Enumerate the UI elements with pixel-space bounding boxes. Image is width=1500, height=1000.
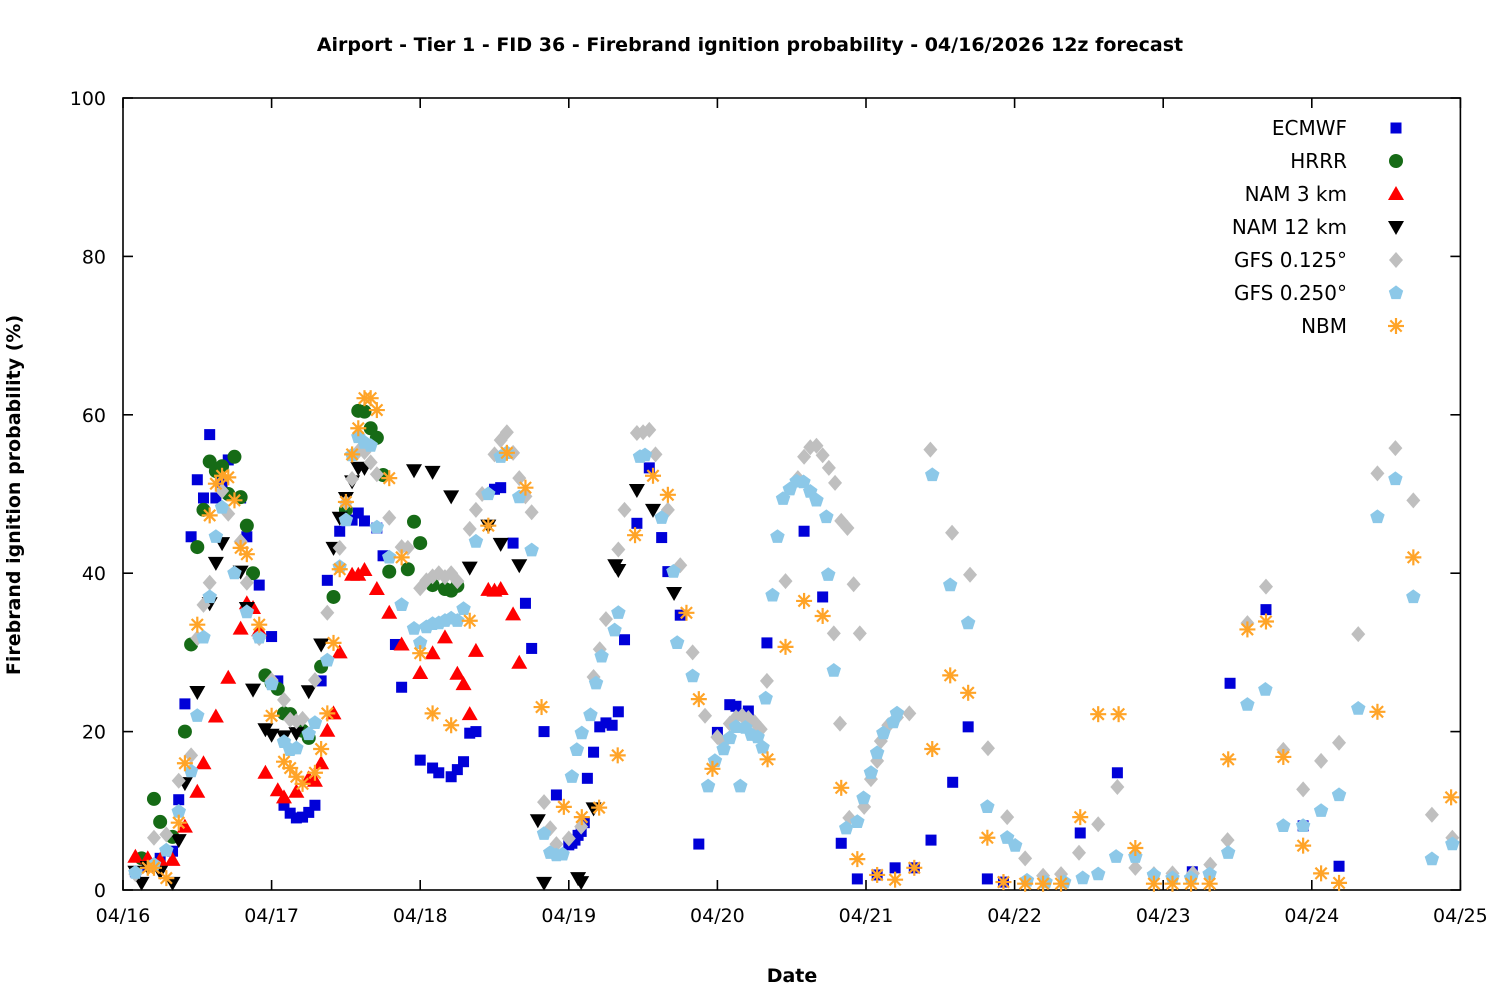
x-tick-label: 04/21 bbox=[839, 905, 894, 927]
legend-label-2: NAM 3 km bbox=[1245, 182, 1347, 206]
x-tick-label: 04/24 bbox=[1284, 905, 1339, 927]
series-nam-12-km bbox=[127, 461, 683, 891]
legend-marker-0 bbox=[1390, 122, 1402, 134]
legend-marker-5 bbox=[1388, 285, 1404, 300]
series-gfs-0-250 bbox=[128, 429, 1460, 889]
y-tick-label: 80 bbox=[82, 246, 106, 268]
legend-marker-1 bbox=[1389, 154, 1403, 168]
x-tick-label: 04/23 bbox=[1136, 905, 1191, 927]
x-tick-label: 04/20 bbox=[690, 905, 745, 927]
series-ecmwf bbox=[129, 429, 1345, 888]
x-tick-label: 04/17 bbox=[244, 905, 299, 927]
legend-marker-6 bbox=[1388, 318, 1404, 334]
series-nbm bbox=[139, 390, 1460, 892]
legend-marker-2 bbox=[1388, 186, 1404, 200]
x-axis-label: Date bbox=[766, 965, 818, 987]
y-axis-label: Firebrand ignition probability (%) bbox=[3, 314, 25, 676]
chart-title: Airport - Tier 1 - FID 36 - Firebrand ig… bbox=[316, 34, 1184, 56]
legend-marker-3 bbox=[1388, 221, 1404, 235]
y-tick-label: 20 bbox=[82, 722, 106, 744]
legend-label-0: ECMWF bbox=[1272, 116, 1347, 140]
legend-label-3: NAM 12 km bbox=[1232, 215, 1347, 239]
y-tick-label: 100 bbox=[70, 88, 106, 110]
x-tick-label: 04/18 bbox=[393, 905, 448, 927]
y-tick-label: 0 bbox=[94, 880, 106, 902]
axes: 0 20 40 60 80 100 04/16 04/17 04/18 04/19 04/20 04/… bbox=[70, 88, 1488, 927]
legend: ECMWF HRRR NAM 3 km NAM 12 km GFS 0.125° GFS … bbox=[1232, 116, 1404, 338]
legend-label-1: HRRR bbox=[1290, 149, 1347, 173]
x-tick-label: 04/16 bbox=[96, 905, 151, 927]
x-tick-label: 04/19 bbox=[541, 905, 596, 927]
legend-marker-4 bbox=[1389, 252, 1403, 268]
x-tick-label: 04/25 bbox=[1433, 905, 1488, 927]
legend-label-4: GFS 0.125° bbox=[1234, 248, 1347, 272]
legend-label-6: NBM bbox=[1301, 314, 1347, 338]
y-tick-label: 40 bbox=[82, 563, 106, 585]
legend-label-5: GFS 0.250° bbox=[1234, 281, 1347, 305]
y-tick-label: 60 bbox=[82, 405, 106, 427]
x-tick-label: 04/22 bbox=[987, 905, 1042, 927]
